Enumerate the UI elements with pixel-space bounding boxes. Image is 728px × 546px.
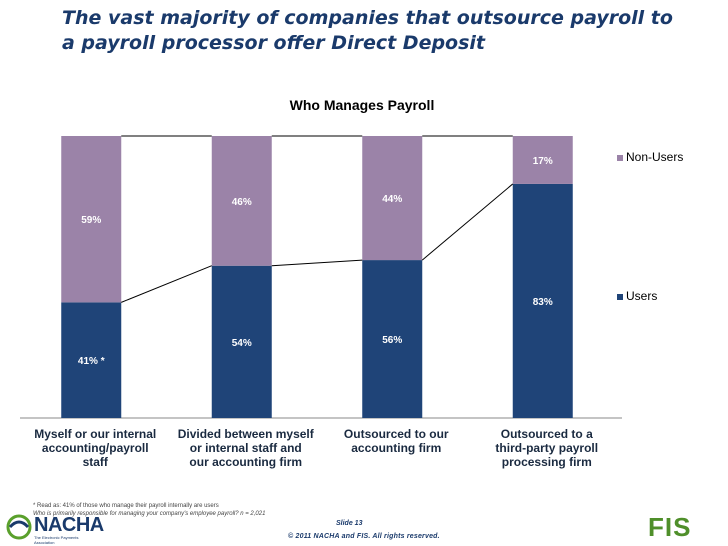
category-label: processing firm xyxy=(502,455,592,469)
category-label: accounting firm xyxy=(351,441,441,455)
nacha-tagline: The Electronic Payments Association xyxy=(34,535,79,545)
bar-users xyxy=(211,265,272,418)
category-label: Outsourced to our xyxy=(344,427,449,441)
trend-line xyxy=(121,265,212,303)
fis-logo: FIS xyxy=(648,512,692,542)
data-label-users: 83% xyxy=(533,297,553,308)
data-label-users: 41% * xyxy=(78,356,105,367)
bar-users xyxy=(512,183,573,418)
nacha-logo: NACHA The Electronic Payments Associatio… xyxy=(6,514,104,545)
nacha-swirl-icon xyxy=(6,514,32,540)
legend-swatch xyxy=(617,294,623,300)
trend-line xyxy=(421,183,514,261)
bar-non-users xyxy=(61,136,122,303)
data-label-non-users: 17% xyxy=(533,156,553,167)
category-label: third-party payroll xyxy=(495,441,598,455)
bar-non-users xyxy=(362,136,423,261)
slide-number: Slide 13 xyxy=(336,520,363,527)
bar-non-users xyxy=(211,136,272,266)
copyright: © 2011 NACHA and FIS. All rights reserve… xyxy=(288,533,440,540)
legend-label: Users xyxy=(626,289,657,303)
footnote: * Read as: 41% of those who manage their… xyxy=(33,502,265,518)
category-label: Divided between myself xyxy=(178,427,315,441)
legend-label: Non-Users xyxy=(626,150,683,164)
nacha-logo-text: NACHA xyxy=(34,514,104,536)
data-label-non-users: 59% xyxy=(81,215,101,226)
category-label: staff xyxy=(83,455,109,469)
bar-non-users xyxy=(512,136,573,184)
category-label: Outsourced to a xyxy=(501,427,593,441)
legend-swatch xyxy=(617,155,623,161)
category-label: our accounting firm xyxy=(189,455,302,469)
trend-line xyxy=(271,259,363,267)
data-label-users: 54% xyxy=(232,338,252,349)
footnote-read-as: * Read as: 41% of those who manage their… xyxy=(33,503,219,509)
bar-users xyxy=(61,302,122,418)
slide-title: The vast majority of companies that outs… xyxy=(62,7,673,54)
data-label-non-users: 46% xyxy=(232,197,252,208)
bar-users xyxy=(362,260,423,418)
category-label: Myself or our internal xyxy=(34,427,156,441)
category-label: or internal staff and xyxy=(190,441,302,455)
category-label: accounting/payroll xyxy=(42,441,149,455)
footnote-question: Who is primarily responsible for managin… xyxy=(33,511,266,517)
data-label-users: 56% xyxy=(382,335,402,346)
data-label-non-users: 44% xyxy=(382,194,402,205)
chart-title: Who Manages Payroll xyxy=(289,97,435,113)
